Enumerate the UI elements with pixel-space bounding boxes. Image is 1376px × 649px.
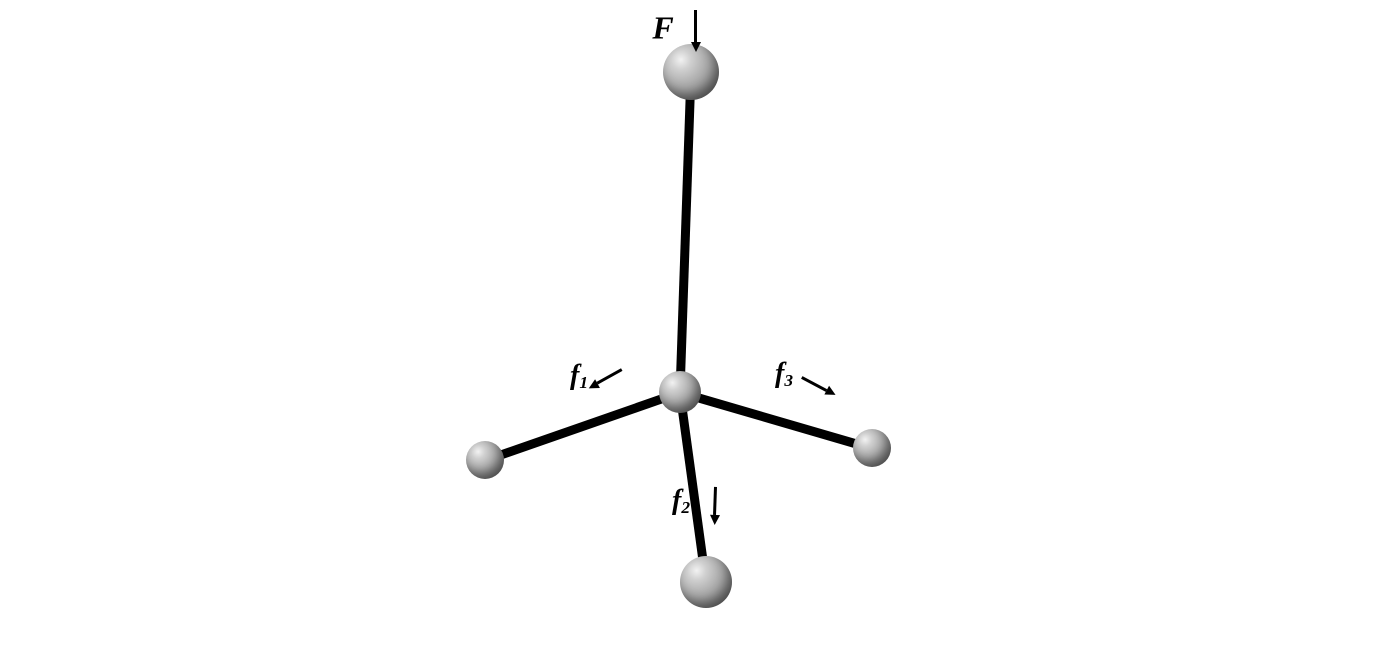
label-f1-text: f xyxy=(570,360,579,391)
diagram-canvas: F f1 f2 f3 xyxy=(0,0,1376,649)
bond-leg1 xyxy=(484,388,682,464)
label-f3-text: f xyxy=(775,358,784,389)
label-f3: f3 xyxy=(775,358,793,390)
atom-leg3 xyxy=(853,429,891,467)
arrow-f2-shaft xyxy=(714,487,718,515)
arrow-f3-shaft xyxy=(801,376,827,392)
bond-leg3 xyxy=(679,388,874,453)
label-f2-text: f xyxy=(672,485,681,516)
arrow-f2-head-icon xyxy=(710,515,720,525)
arrow-f1-shaft xyxy=(597,369,623,385)
label-f2-sub: 2 xyxy=(681,498,690,517)
atom-leg2 xyxy=(680,556,732,608)
atom-center xyxy=(659,371,701,413)
label-f3-sub: 3 xyxy=(784,371,793,390)
bond-top xyxy=(676,72,696,392)
label-f2: f2 xyxy=(672,485,690,517)
label-F: F xyxy=(652,10,673,47)
label-F-text: F xyxy=(652,10,673,46)
label-f1: f1 xyxy=(570,360,588,392)
atom-top xyxy=(663,44,719,100)
arrow-F-head-icon xyxy=(691,42,701,52)
arrow-F-shaft xyxy=(695,10,698,42)
atom-leg1 xyxy=(466,441,504,479)
